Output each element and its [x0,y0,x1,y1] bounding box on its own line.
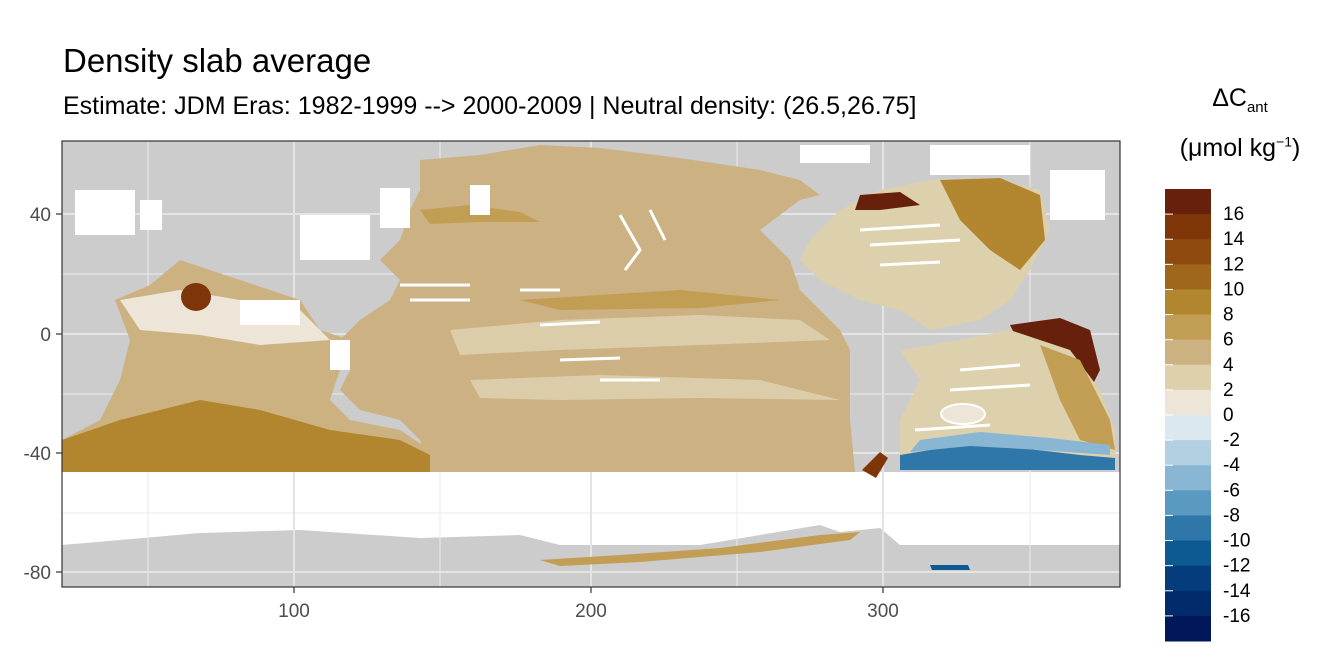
legend-bin [1165,289,1211,316]
y-tick-minus40: -40 [24,444,51,465]
south-atlantic-blue-light [910,432,1110,455]
arabian-sea-hotspot [181,283,211,311]
legend-bin [1165,465,1211,491]
legend-tick-label: -14 [1223,581,1251,602]
ross-sea-band [540,532,860,566]
indian-ocean-south-band [62,400,430,472]
legend-tick-label: -4 [1223,455,1240,476]
legend-tick-label: 16 [1223,204,1244,225]
x-axis: 100 200 300 [278,587,899,622]
legend-title-line1: ΔCant [1160,84,1320,116]
legend-tick-label: -6 [1223,480,1240,501]
legend-bin [1165,239,1211,265]
y-tick-0: 0 [40,325,51,346]
legend-bin [1165,264,1211,290]
pacific-light-band-south [470,375,840,400]
south-atlantic-warm [1040,345,1115,450]
y-tick-40: 40 [30,205,51,226]
legend-tick-label: -16 [1223,606,1250,627]
legend-unit-suffix: ) [1292,134,1301,163]
legend-bin [1165,339,1211,366]
legend-tick-label: 12 [1223,254,1244,275]
legend-bin [1165,565,1211,592]
legend-bin [1165,389,1211,416]
legend-tick-label: -8 [1223,505,1240,526]
nodata-contours [400,209,1031,432]
x-tick-200: 200 [575,601,607,622]
north-atlantic-warm [940,178,1045,270]
legend-bin [1165,590,1211,617]
legend-tick-labels: 16 14 12 10 8 6 4 2 0 -2 -4 -6 -8 -10 -12 -14 -16 [1165,204,1251,627]
pacific-darker-band [520,290,780,310]
legend-bin [1165,189,1211,215]
legend-bin [1165,214,1211,240]
legend-title: ΔCant (μmol kg−1) [1160,86,1320,161]
map-subtitle: Estimate: JDM Eras: 1982-1999 --> 2000-2… [63,92,917,120]
y-axis: 40 0 -40 -80 [24,205,62,584]
legend-bin [1165,515,1211,542]
legend-bin [1165,364,1211,391]
indian-ocean-light [120,290,330,345]
weddell-blue [930,565,970,570]
legend-unit-exponent: −1 [1276,134,1292,150]
legend-tick-label: 14 [1223,229,1245,250]
legend-colorbar [1165,189,1211,642]
legend-tick-label: 6 [1223,330,1234,351]
legend-unit: (μmol kg [1179,134,1277,163]
legend-tick-label: -10 [1223,531,1250,552]
legend-tick-label: -12 [1223,556,1250,577]
nodata-patches [75,145,1105,498]
legend-tick-label: 8 [1223,305,1234,326]
legend-tick-label: 0 [1223,405,1234,426]
map-panel [62,141,1120,587]
legend-tick-label: 10 [1223,279,1244,300]
legend-bin [1165,440,1211,466]
legend-bin [1165,540,1211,567]
x-tick-100: 100 [278,601,310,622]
y-tick-minus80: -80 [24,563,51,584]
x-tick-300: 300 [867,601,899,622]
legend-tick-label: 2 [1223,380,1234,401]
north-atlantic-hotspot [855,192,920,210]
legend-title-line2: (μmol kg−1) [1180,134,1301,162]
legend-bin [1165,615,1211,642]
map-title: Density slab average [63,42,372,79]
drake-passage-hotspot [862,452,888,478]
south-atlantic-blue-front [900,445,1115,470]
legend-tick-label: -2 [1223,430,1240,451]
legend-bin [1165,490,1211,516]
legend-tick-label: 4 [1223,355,1234,376]
legend-subscript: ant [1246,99,1268,116]
south-atlantic-gyre [940,403,986,425]
legend-bin [1165,314,1211,341]
legend-bin [1165,415,1211,441]
legend-symbol: ΔC [1212,84,1247,112]
